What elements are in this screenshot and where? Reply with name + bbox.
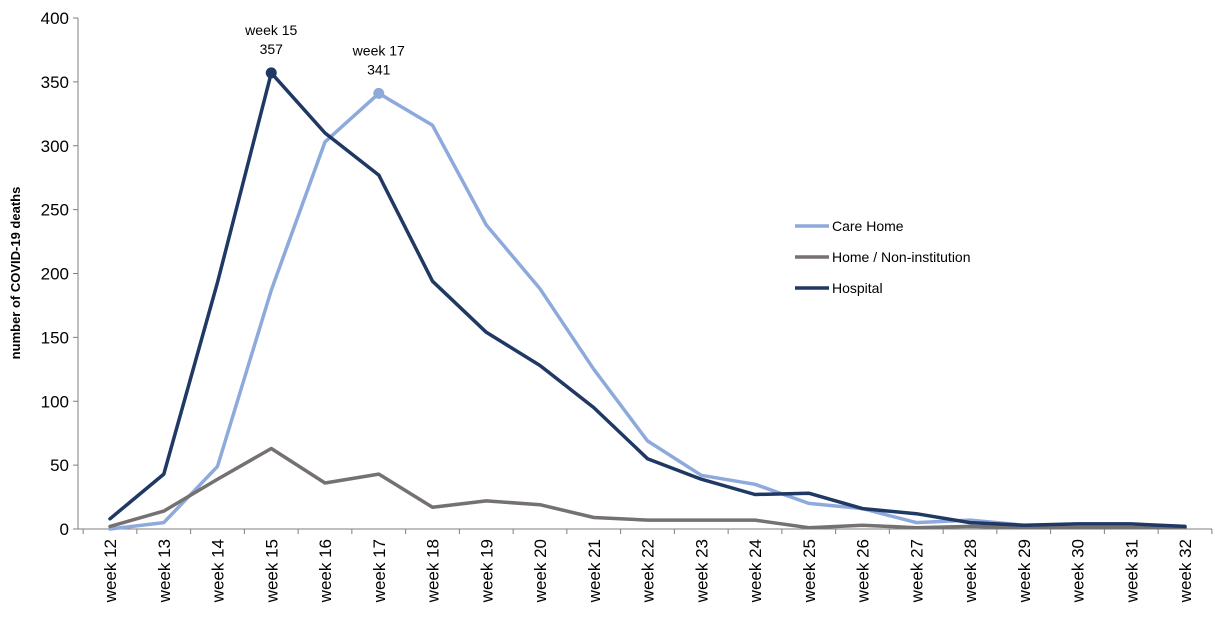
series-line-care-home [108, 91, 1187, 531]
annotations: week 15 357 week 17 341 [244, 22, 405, 99]
series-line-hospital [108, 71, 1187, 529]
y-tick-label: 350 [41, 73, 69, 92]
x-tick-label: week 26 [854, 539, 873, 603]
series-line-home-non-institution [108, 446, 1187, 530]
y-tick-label: 150 [41, 328, 69, 347]
annotation-value: 341 [367, 61, 391, 77]
x-tick-label: week 25 [800, 539, 819, 603]
x-tick-label: week 12 [101, 539, 120, 603]
y-tick-label: 250 [41, 201, 69, 220]
axes: 0 50 100 150 200 250 300 350 400 week 12 week 13 we… [41, 9, 1213, 603]
x-tick-label: week 28 [961, 539, 980, 603]
x-tick-label: week 23 [692, 539, 711, 603]
x-tick-label: week 14 [209, 539, 228, 603]
data-point-marker [373, 87, 385, 99]
x-tick-label: week 15 [262, 539, 281, 603]
y-tick-label: 300 [41, 137, 69, 156]
annotation-value: 357 [260, 41, 284, 57]
series-group [108, 71, 1187, 531]
x-tick-label: week 19 [477, 539, 496, 603]
x-tick-label: week 31 [1122, 539, 1141, 603]
y-tick-label: 50 [50, 456, 69, 475]
y-axis-label: number of COVID-19 deaths [8, 187, 23, 360]
data-point-marker [265, 67, 277, 79]
x-tick-label: week 18 [424, 539, 443, 603]
x-tick-label: week 16 [316, 539, 335, 603]
x-tick-label: week 13 [155, 539, 174, 603]
x-tick-label: week 17 [370, 539, 389, 603]
y-axis-label-group: number of COVID-19 deaths [8, 187, 23, 360]
legend-label: Home / Non-institution [832, 249, 971, 265]
annotation-week: week 17 [352, 42, 405, 58]
y-tick-label: 200 [41, 265, 69, 284]
legend-label: Care Home [832, 218, 904, 234]
legend-label: Hospital [832, 280, 883, 296]
x-tick-label: week 29 [1015, 539, 1034, 603]
x-tick-label: week 27 [907, 539, 926, 603]
x-tick-label: week 32 [1176, 539, 1195, 603]
y-tick-label: 400 [41, 9, 69, 28]
x-tick-label: week 21 [585, 539, 604, 603]
x-tick-label: week 22 [639, 539, 658, 603]
y-tick-label: 0 [60, 520, 69, 539]
y-tick-label: 100 [41, 392, 69, 411]
x-tick-label: week 20 [531, 539, 550, 603]
legend: Care Home Home / Non-institution Hospital [795, 218, 971, 296]
annotation-week: week 15 [244, 22, 297, 38]
x-tick-label: week 24 [746, 539, 765, 603]
x-tick-label: week 30 [1069, 539, 1088, 603]
